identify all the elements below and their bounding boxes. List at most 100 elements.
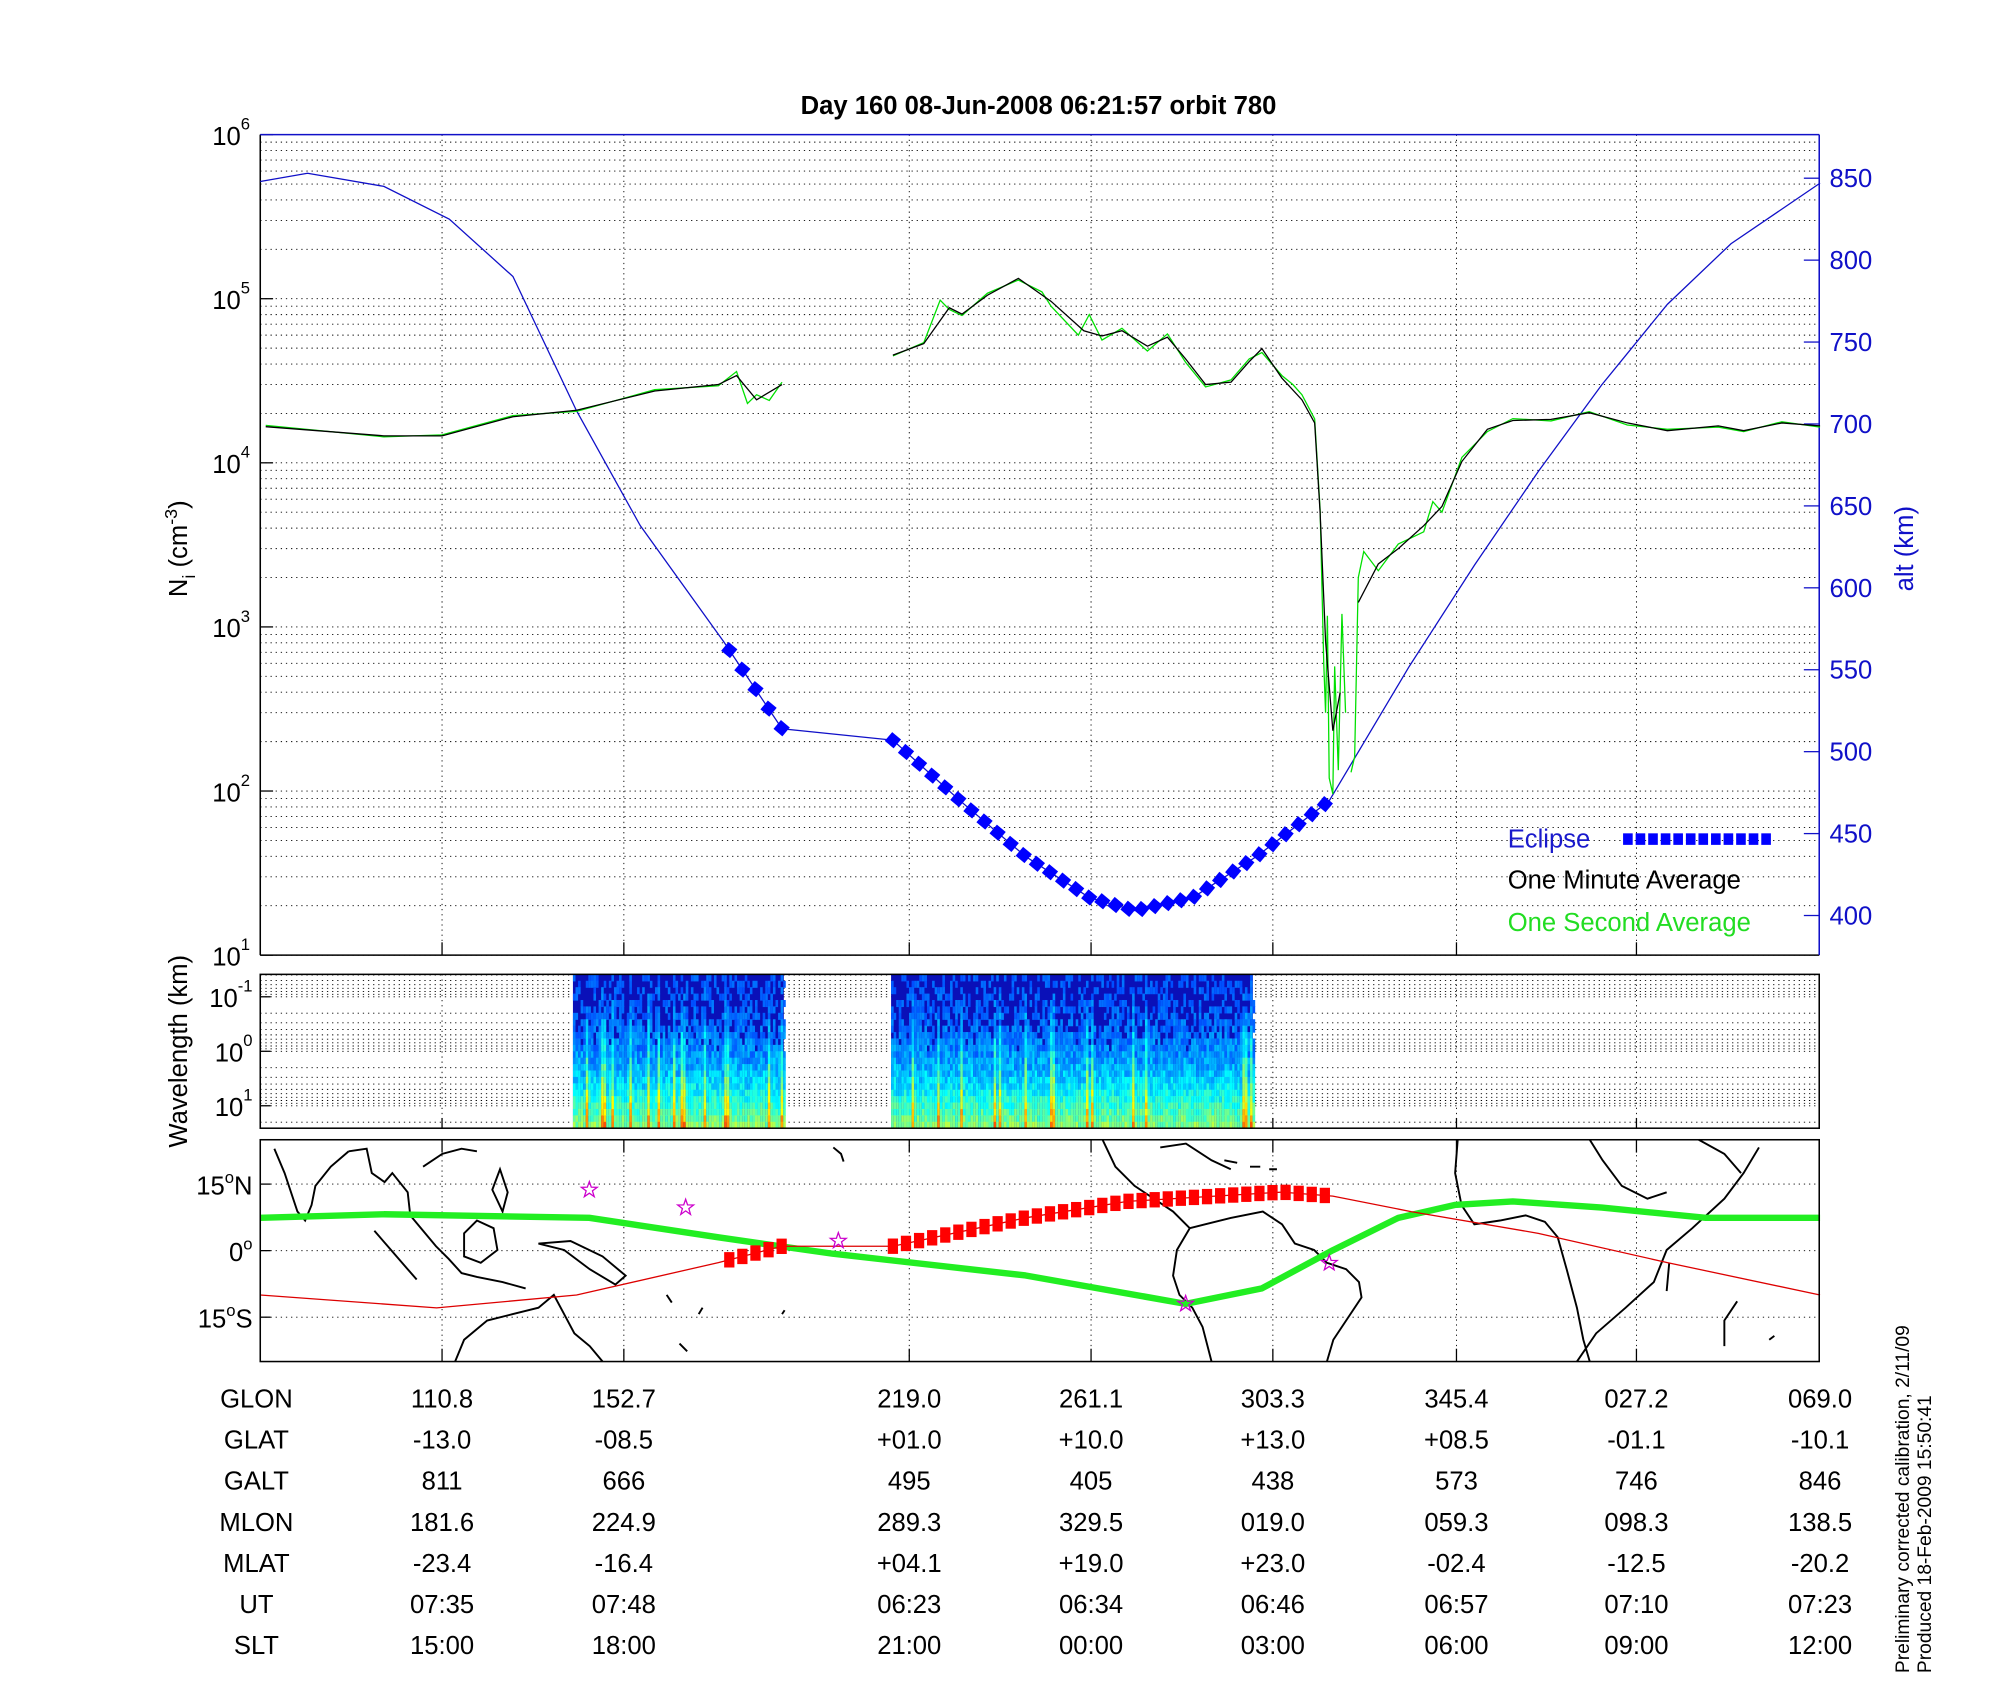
spectrogram-cell xyxy=(1229,1064,1233,1072)
spectrogram-cell xyxy=(1078,1032,1081,1040)
spectrogram-cell xyxy=(713,1108,717,1117)
spectrogram-cell xyxy=(1247,1012,1251,1020)
spectrogram-cell xyxy=(950,1000,953,1008)
spectrogram-cell xyxy=(590,1051,594,1059)
spectrogram-cell xyxy=(991,1064,994,1072)
table-cell: -20.2 xyxy=(1791,1550,1849,1578)
spectrogram-cell xyxy=(706,1083,709,1091)
spectrogram-cell xyxy=(1203,1115,1207,1123)
spectrogram-cell xyxy=(985,1076,989,1084)
spectrogram-cell xyxy=(601,1089,604,1097)
spectrogram-cell xyxy=(916,1000,920,1008)
spectrogram-cell xyxy=(752,1096,755,1104)
spectrogram-cell xyxy=(1173,1019,1176,1027)
spectrogram-cell xyxy=(939,1044,943,1052)
spectrogram-cell xyxy=(739,1012,743,1020)
spectrogram-cell xyxy=(1003,1115,1007,1123)
spectrogram-cell xyxy=(590,1076,594,1084)
spectrogram-cell xyxy=(760,1102,763,1110)
spectrogram-cell xyxy=(1168,1019,1171,1027)
spectrogram-cell xyxy=(775,1044,779,1052)
spectrogram-cell xyxy=(1042,1006,1045,1014)
spectrogram-cell xyxy=(1203,1057,1207,1065)
spectrogram-cell xyxy=(929,1064,933,1072)
spectrogram-cell xyxy=(616,1038,620,1046)
spectrogram-cell xyxy=(978,1108,981,1117)
spectrogram-cell xyxy=(624,1025,627,1033)
spectrogram-cell xyxy=(942,1102,945,1110)
spectrogram-cell xyxy=(1021,1038,1025,1046)
spectrogram-cell xyxy=(909,1044,912,1052)
spectrogram-cell xyxy=(1211,993,1215,1001)
spectrogram-cell xyxy=(696,1057,699,1065)
spectrogram-cell xyxy=(1168,1096,1171,1104)
spectrogram-cell xyxy=(1011,1115,1015,1123)
spectrogram-cell xyxy=(1052,1038,1056,1046)
spectrogram-cell xyxy=(1134,1032,1138,1040)
spectrogram-cell xyxy=(1019,1083,1022,1091)
spectrogram-cell xyxy=(1057,1096,1061,1104)
spectrogram-cell xyxy=(1024,1044,1027,1052)
spectrogram-cell xyxy=(1157,1044,1161,1052)
spectrogram-cell xyxy=(1180,1038,1184,1046)
spectrogram-cell xyxy=(1250,987,1253,995)
spectrogram-cell xyxy=(1029,1051,1033,1059)
spectrogram-cell xyxy=(1055,1044,1058,1052)
spectrogram-cell xyxy=(665,1096,668,1104)
spectrogram-cell xyxy=(778,1057,781,1065)
spectrogram-cell xyxy=(688,1064,691,1072)
spectrogram-cell xyxy=(1168,1089,1171,1097)
spectrogram-cell xyxy=(1124,1115,1127,1123)
spectrogram-cell xyxy=(1116,974,1120,982)
spectrogram-cell xyxy=(1201,1038,1204,1046)
spectrogram-cell xyxy=(1006,1044,1010,1052)
spectrogram-cell xyxy=(726,1089,730,1097)
spectrogram-cell xyxy=(998,1076,1002,1084)
spectrogram-cell xyxy=(637,987,640,995)
spectrogram-cell xyxy=(572,1032,576,1040)
spectrogram-cell xyxy=(593,1057,597,1065)
spectrogram-cell xyxy=(747,1089,750,1097)
spectrogram-cell xyxy=(893,1121,897,1129)
eclipse-marker xyxy=(976,813,993,830)
spectrogram-cell xyxy=(667,1064,671,1072)
spectrogram-cell xyxy=(665,1057,668,1065)
spectrogram-cell xyxy=(1250,1089,1253,1097)
spectrogram-cell xyxy=(1078,1102,1081,1110)
spectrogram-cell xyxy=(996,1076,999,1084)
spectrogram-cell xyxy=(744,1089,748,1097)
spectrogram-cell xyxy=(1232,1089,1235,1097)
spectrogram-cell xyxy=(754,1006,758,1014)
spectrogram-cell xyxy=(924,1108,927,1117)
spectrogram-cell xyxy=(1198,1038,1202,1046)
spectrogram-cell xyxy=(1057,1121,1061,1129)
spectrogram-cell xyxy=(762,1032,766,1040)
spectrogram-cell xyxy=(1211,1076,1215,1084)
spectrogram-cell xyxy=(1106,980,1110,988)
table-cell: +13.0 xyxy=(1240,1427,1305,1455)
eclipse-track-marker xyxy=(979,1218,990,1235)
spectrogram-cell xyxy=(719,1057,722,1065)
spectrogram-cell xyxy=(652,1102,655,1110)
spectrogram-cell xyxy=(1109,1070,1112,1078)
spectrogram-cell xyxy=(1096,1089,1099,1097)
spectrogram-cell xyxy=(629,1115,632,1123)
spectrogram-cell xyxy=(911,1006,915,1014)
spectrogram-cell xyxy=(1162,980,1166,988)
spectrogram-cell xyxy=(572,1102,576,1110)
spectrogram-cell xyxy=(983,1038,986,1046)
spectrogram-cell xyxy=(1106,1064,1110,1072)
spectrogram-cell xyxy=(780,1006,784,1014)
spectrogram-cell xyxy=(1152,987,1156,995)
spectrogram-cell xyxy=(652,1064,655,1072)
spectrogram-cell xyxy=(654,1121,658,1129)
spectrogram-cell xyxy=(1142,1051,1145,1059)
spectrogram-cell xyxy=(980,1038,984,1046)
spectrogram-cell xyxy=(1116,1051,1120,1059)
spectrogram-cell xyxy=(654,1076,658,1084)
spectrogram-cell xyxy=(937,1108,940,1117)
spectrogram-cell xyxy=(1116,1025,1120,1033)
spectrogram-cell xyxy=(1234,1108,1238,1117)
spectrogram-cell xyxy=(919,1096,922,1104)
spectrogram-cell xyxy=(919,1108,922,1117)
